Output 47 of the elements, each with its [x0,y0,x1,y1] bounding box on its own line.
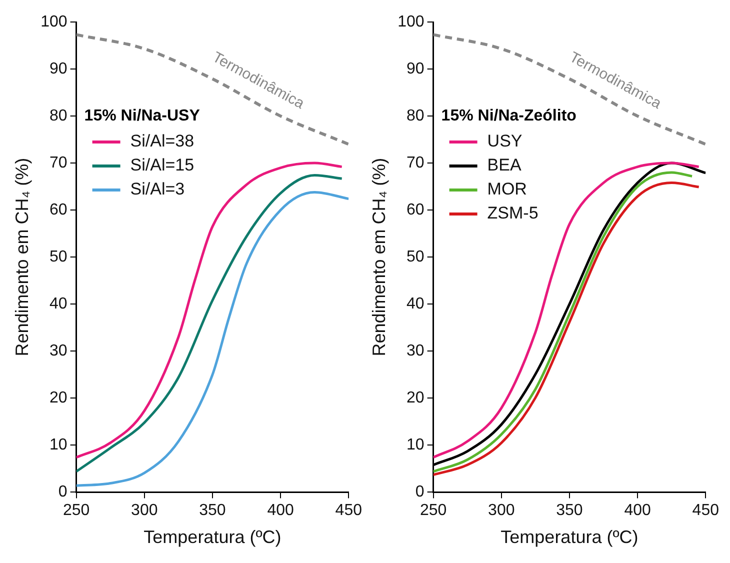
y-tick-label: 80 [406,107,424,124]
legend-title: 15% Ni/Na-Zeólito [441,107,577,124]
y-tick-label: 50 [50,248,68,266]
x-tick-label: 350 [556,502,583,520]
legend-label: USY [487,132,522,151]
y-tick-label: 0 [415,484,424,501]
y-tick-label: 70 [406,154,424,172]
y-tick-label: 40 [406,296,424,313]
y-tick-label: 60 [50,201,68,218]
line-series [76,33,349,146]
legend-title: 15% Ni/Na-USY [84,107,200,124]
x-tick-label: 400 [267,502,294,520]
x-axis-title: Temperatura (ºC) [144,527,282,548]
x-tick-label: 250 [62,502,90,520]
y-tick-label: 40 [50,296,68,313]
y-tick-label: 90 [406,60,424,78]
legend-label: BEA [487,156,522,175]
y-tick-label: 90 [50,60,68,78]
y-tick-label: 100 [398,13,424,30]
y-tick-label: 60 [406,201,424,218]
x-axis-title: Temperatura (ºC) [500,527,638,548]
line-series [433,33,706,146]
x-tick-label: 250 [420,502,447,520]
y-tick-label: 50 [406,248,424,266]
x-tick-label: 450 [335,502,362,520]
x-tick-label: 450 [692,502,720,520]
y-tick-label: 70 [50,154,68,172]
y-tick-label: 0 [58,484,68,501]
legend-label: Si/Al=15 [130,156,194,175]
y-axis-title: Rendimento em CH₄ (%) [368,158,389,356]
y-tick-label: 30 [406,342,424,360]
x-tick-label: 300 [131,502,158,520]
x-tick-label: 400 [624,502,652,520]
y-tick-label: 80 [50,107,68,124]
y-tick-label: 30 [50,342,68,360]
legend-label: ZSM-5 [487,204,538,223]
y-axis-title: Rendimento em CH₄ (%) [12,158,32,356]
x-tick-label: 350 [199,502,226,520]
x-tick-label: 300 [488,502,515,520]
legend-label: MOR [487,180,527,199]
y-tick-label: 20 [406,390,424,407]
y-tick-label: 100 [40,13,68,30]
legend-label: Si/Al=3 [130,180,185,199]
legend-label: Si/Al=38 [130,132,194,151]
y-tick-label: 10 [50,436,68,454]
y-tick-label: 20 [50,390,68,407]
y-tick-label: 10 [406,436,424,454]
